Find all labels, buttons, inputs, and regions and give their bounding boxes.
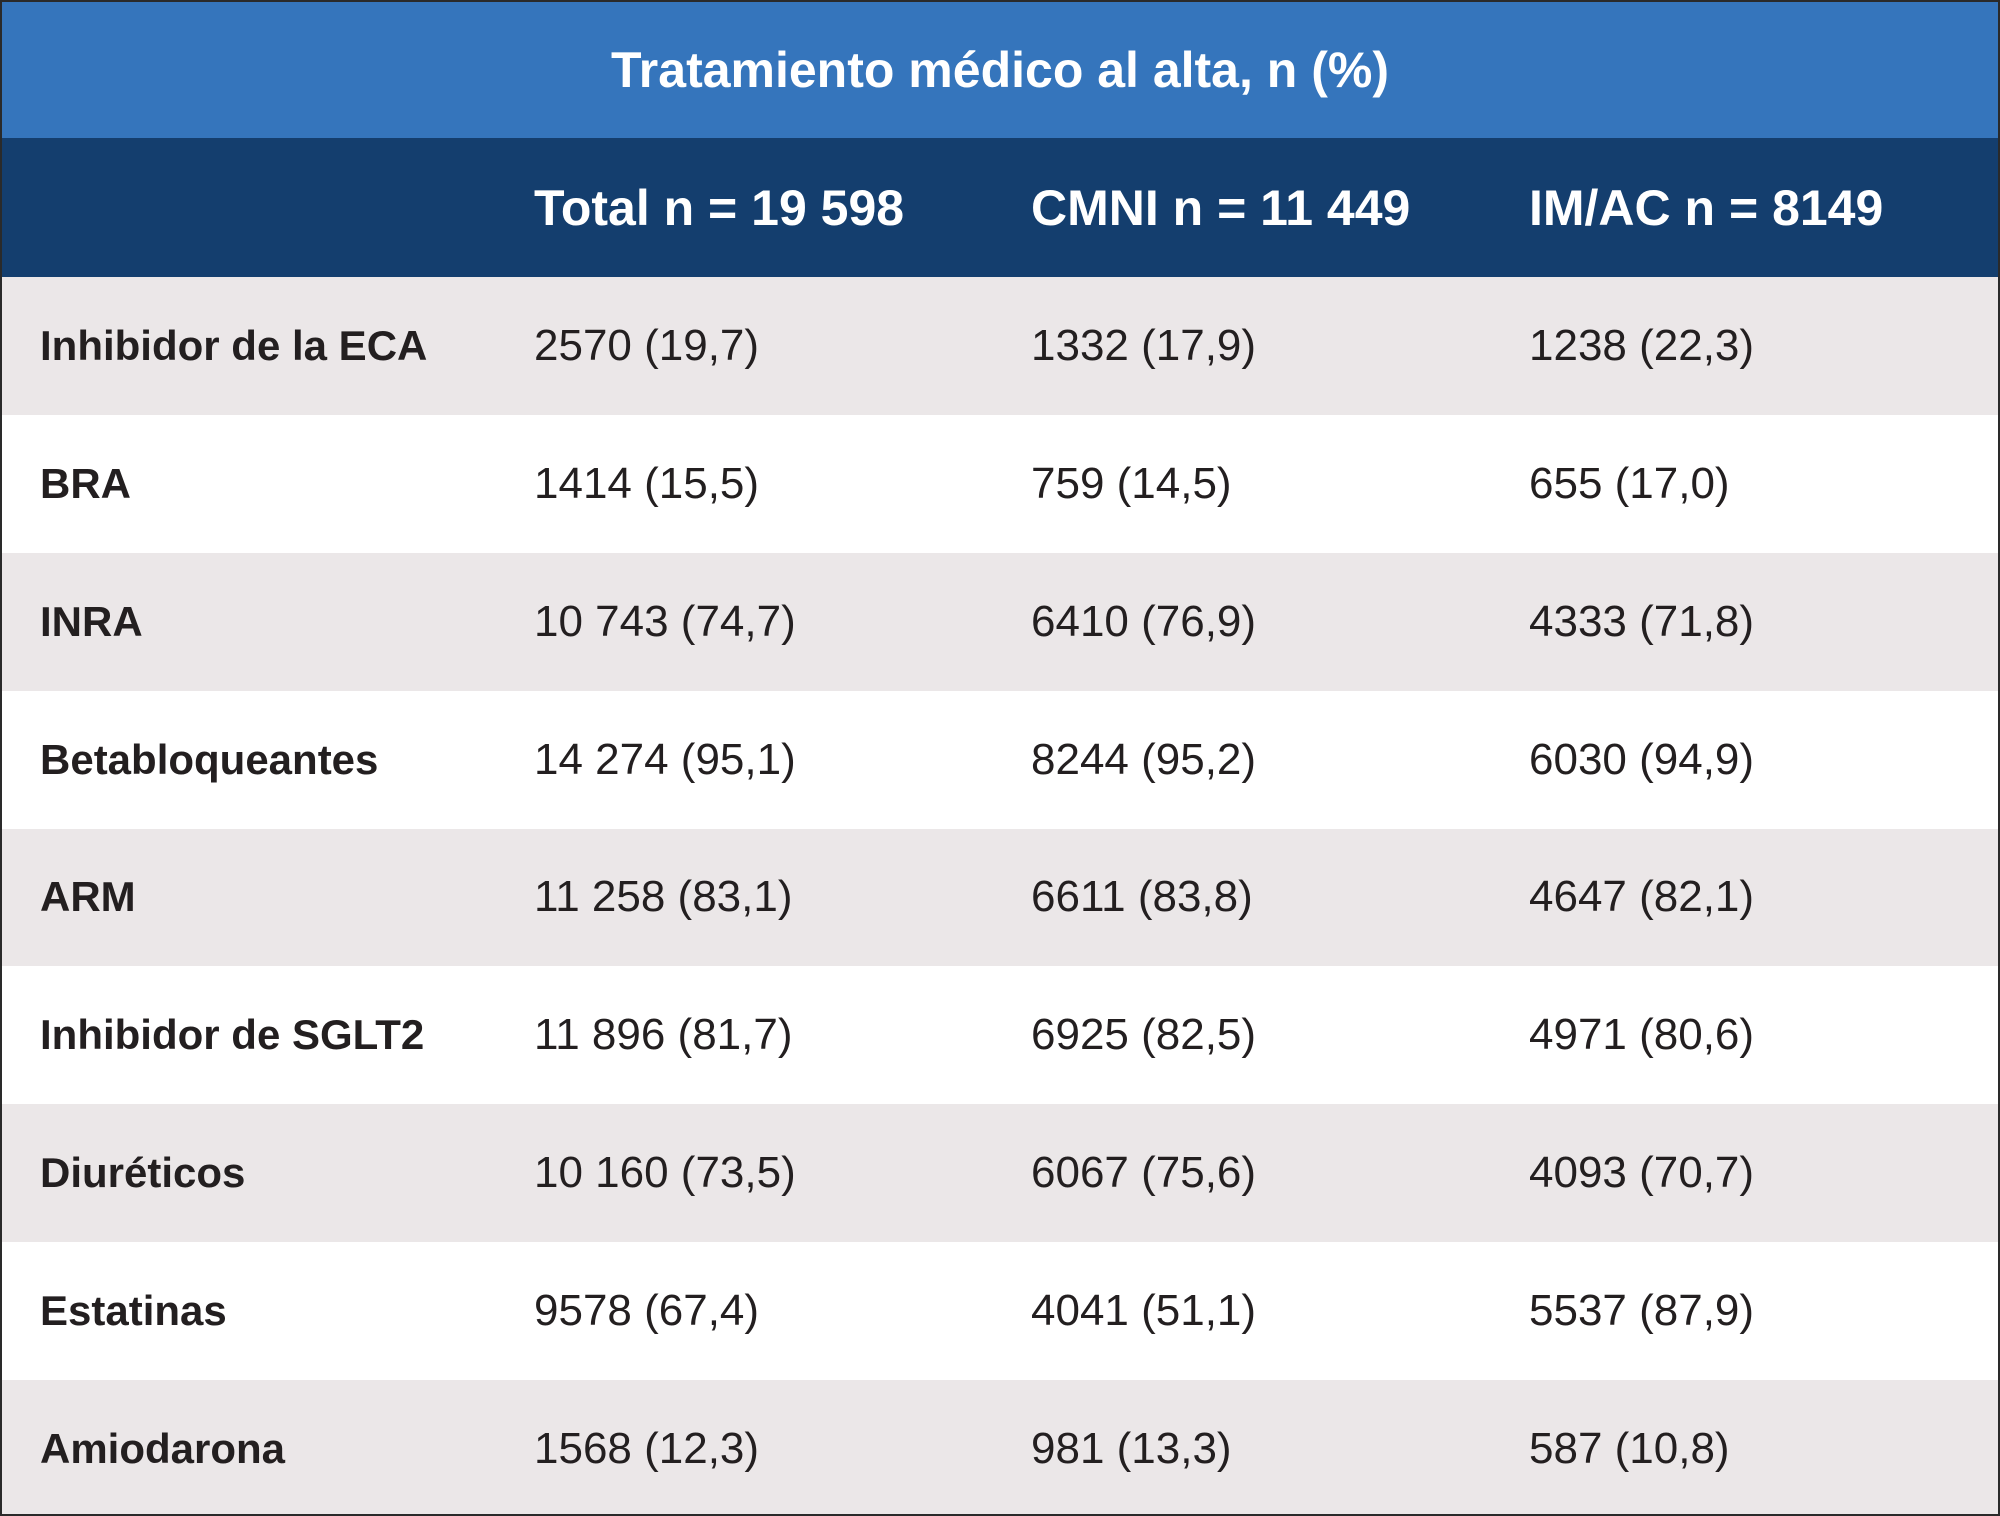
column-header: Total n = 19 598 (534, 179, 905, 236)
table-cell: 11 896 (81,7) (534, 1010, 793, 1060)
table-cell: 10 160 (73,5) (534, 1148, 796, 1198)
table-cell: 8244 (95,2) (1031, 734, 1257, 784)
table-cell: 11 258 (83,1) (534, 872, 793, 922)
table-cell: 14 274 (95,1) (534, 734, 796, 784)
title: Tratamiento médico al alta, n (%) (2, 2, 1998, 138)
table-row: Diuréticos 10 160 (73,5) 6067 (75,6) 4093 (… (2, 1104, 1998, 1243)
row-label: Inhibidor de SGLT2 (40, 1011, 425, 1059)
table-cell: 1332 (17,9) (1031, 320, 1257, 370)
column-header: CMNI n = 11 449 (1031, 179, 1411, 236)
table-cell: 4647 (82,1) (1529, 872, 1755, 922)
table-cell: 2570 (19,7) (534, 320, 760, 370)
table-cell: 10 743 (74,7) (534, 596, 796, 646)
row-label: Diuréticos (40, 1149, 246, 1197)
table-cell: 4333 (71,8) (1529, 596, 1755, 646)
table-row: INRA 10 743 (74,7) 6410 (76,9) 4333 (71,8) (2, 552, 1998, 691)
table-cell: 981 (13,3) (1031, 1424, 1232, 1474)
row-label: Estatinas (40, 1287, 227, 1335)
column-header: IM/AC n = 8149 (1529, 179, 1884, 236)
row-label: BRA (40, 459, 131, 507)
table-cell: 6067 (75,6) (1031, 1148, 1257, 1198)
table-cell: 5537 (87,9) (1529, 1286, 1755, 1336)
row-label: Amiodarona (40, 1425, 286, 1473)
table-cell: 6611 (83,8) (1031, 872, 1253, 922)
table-row: Amiodarona 1568 (12,3) 981 (13,3) 587 (10,8… (2, 1380, 1998, 1514)
table-cell: 1238 (22,3) (1529, 320, 1755, 370)
table-cell: 4093 (70,7) (1529, 1148, 1755, 1198)
table-cell: 655 (17,0) (1529, 458, 1730, 508)
table-row: ARM 11 258 (83,1) 6611 (83,8) 4647 (82,1) (2, 828, 1998, 967)
row-label: ARM (40, 873, 136, 921)
table-cell: 759 (14,5) (1031, 458, 1232, 508)
table-cell: 6030 (94,9) (1529, 734, 1755, 784)
table-row: Inhibidor de la ECA 2570 (19,7) 1332 (17,9… (2, 277, 1998, 415)
table-row: Inhibidor de SGLT2 11 896 (81,7) 6925 (82,… (2, 966, 1998, 1105)
table-cell: 4971 (80,6) (1529, 1010, 1755, 1060)
table-cell: 4041 (51,1) (1031, 1286, 1257, 1336)
row-label: Inhibidor de la ECA (40, 321, 428, 369)
table-row: Estatinas 9578 (67,4) 4041 (51,1) 5537 (87,… (2, 1242, 1998, 1381)
table-cell: 9578 (67,4) (534, 1286, 760, 1336)
row-label: INRA (40, 597, 143, 645)
row-label: Betabloqueantes (40, 735, 379, 783)
table-cell: 587 (10,8) (1529, 1424, 1730, 1474)
table-cell: 6925 (82,5) (1031, 1010, 1257, 1060)
table-cell: 1568 (12,3) (534, 1424, 760, 1474)
table-cell: 1414 (15,5) (534, 458, 760, 508)
header-row: Total n = 19 598 CMNI n = 11 449 IM/AC n =… (2, 138, 1998, 277)
table-row: Betabloqueantes 14 274 (95,1) 8244 (95,2) 6… (2, 690, 1998, 829)
table-row: BRA 1414 (15,5) 759 (14,5) 655 (17,0) (2, 414, 1998, 553)
table-cell: 6410 (76,9) (1031, 596, 1257, 646)
